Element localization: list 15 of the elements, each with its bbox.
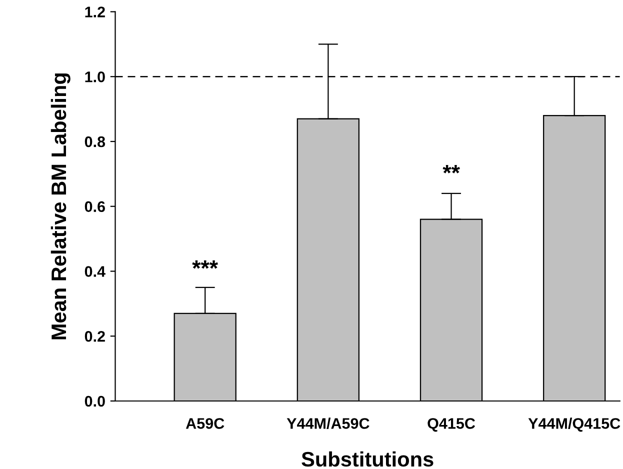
annotation: ***: [192, 260, 218, 269]
y-tick-label: 0.2: [84, 330, 105, 342]
y-tick-label: 0.4: [84, 266, 106, 277]
annotation: **: [442, 165, 460, 174]
y-tick-label: 1.0: [85, 71, 105, 82]
x-axis-title: Substitutions: [302, 451, 434, 467]
y-tick-label: 0.6: [84, 201, 105, 212]
x-tick-label: Y44M/Q415C: [528, 418, 620, 432]
y-tick-label: 0.8: [84, 136, 106, 148]
y-tick-label: 0.0: [84, 396, 105, 407]
y-axis-title: Mean Relative BM Labeling: [50, 73, 70, 340]
x-tick-label: Q415C: [428, 418, 476, 432]
x-tick-label: Y44M/A59C: [286, 418, 370, 430]
x-tick-label: A59C: [186, 418, 224, 429]
y-tick-label: 1.2: [85, 6, 105, 18]
